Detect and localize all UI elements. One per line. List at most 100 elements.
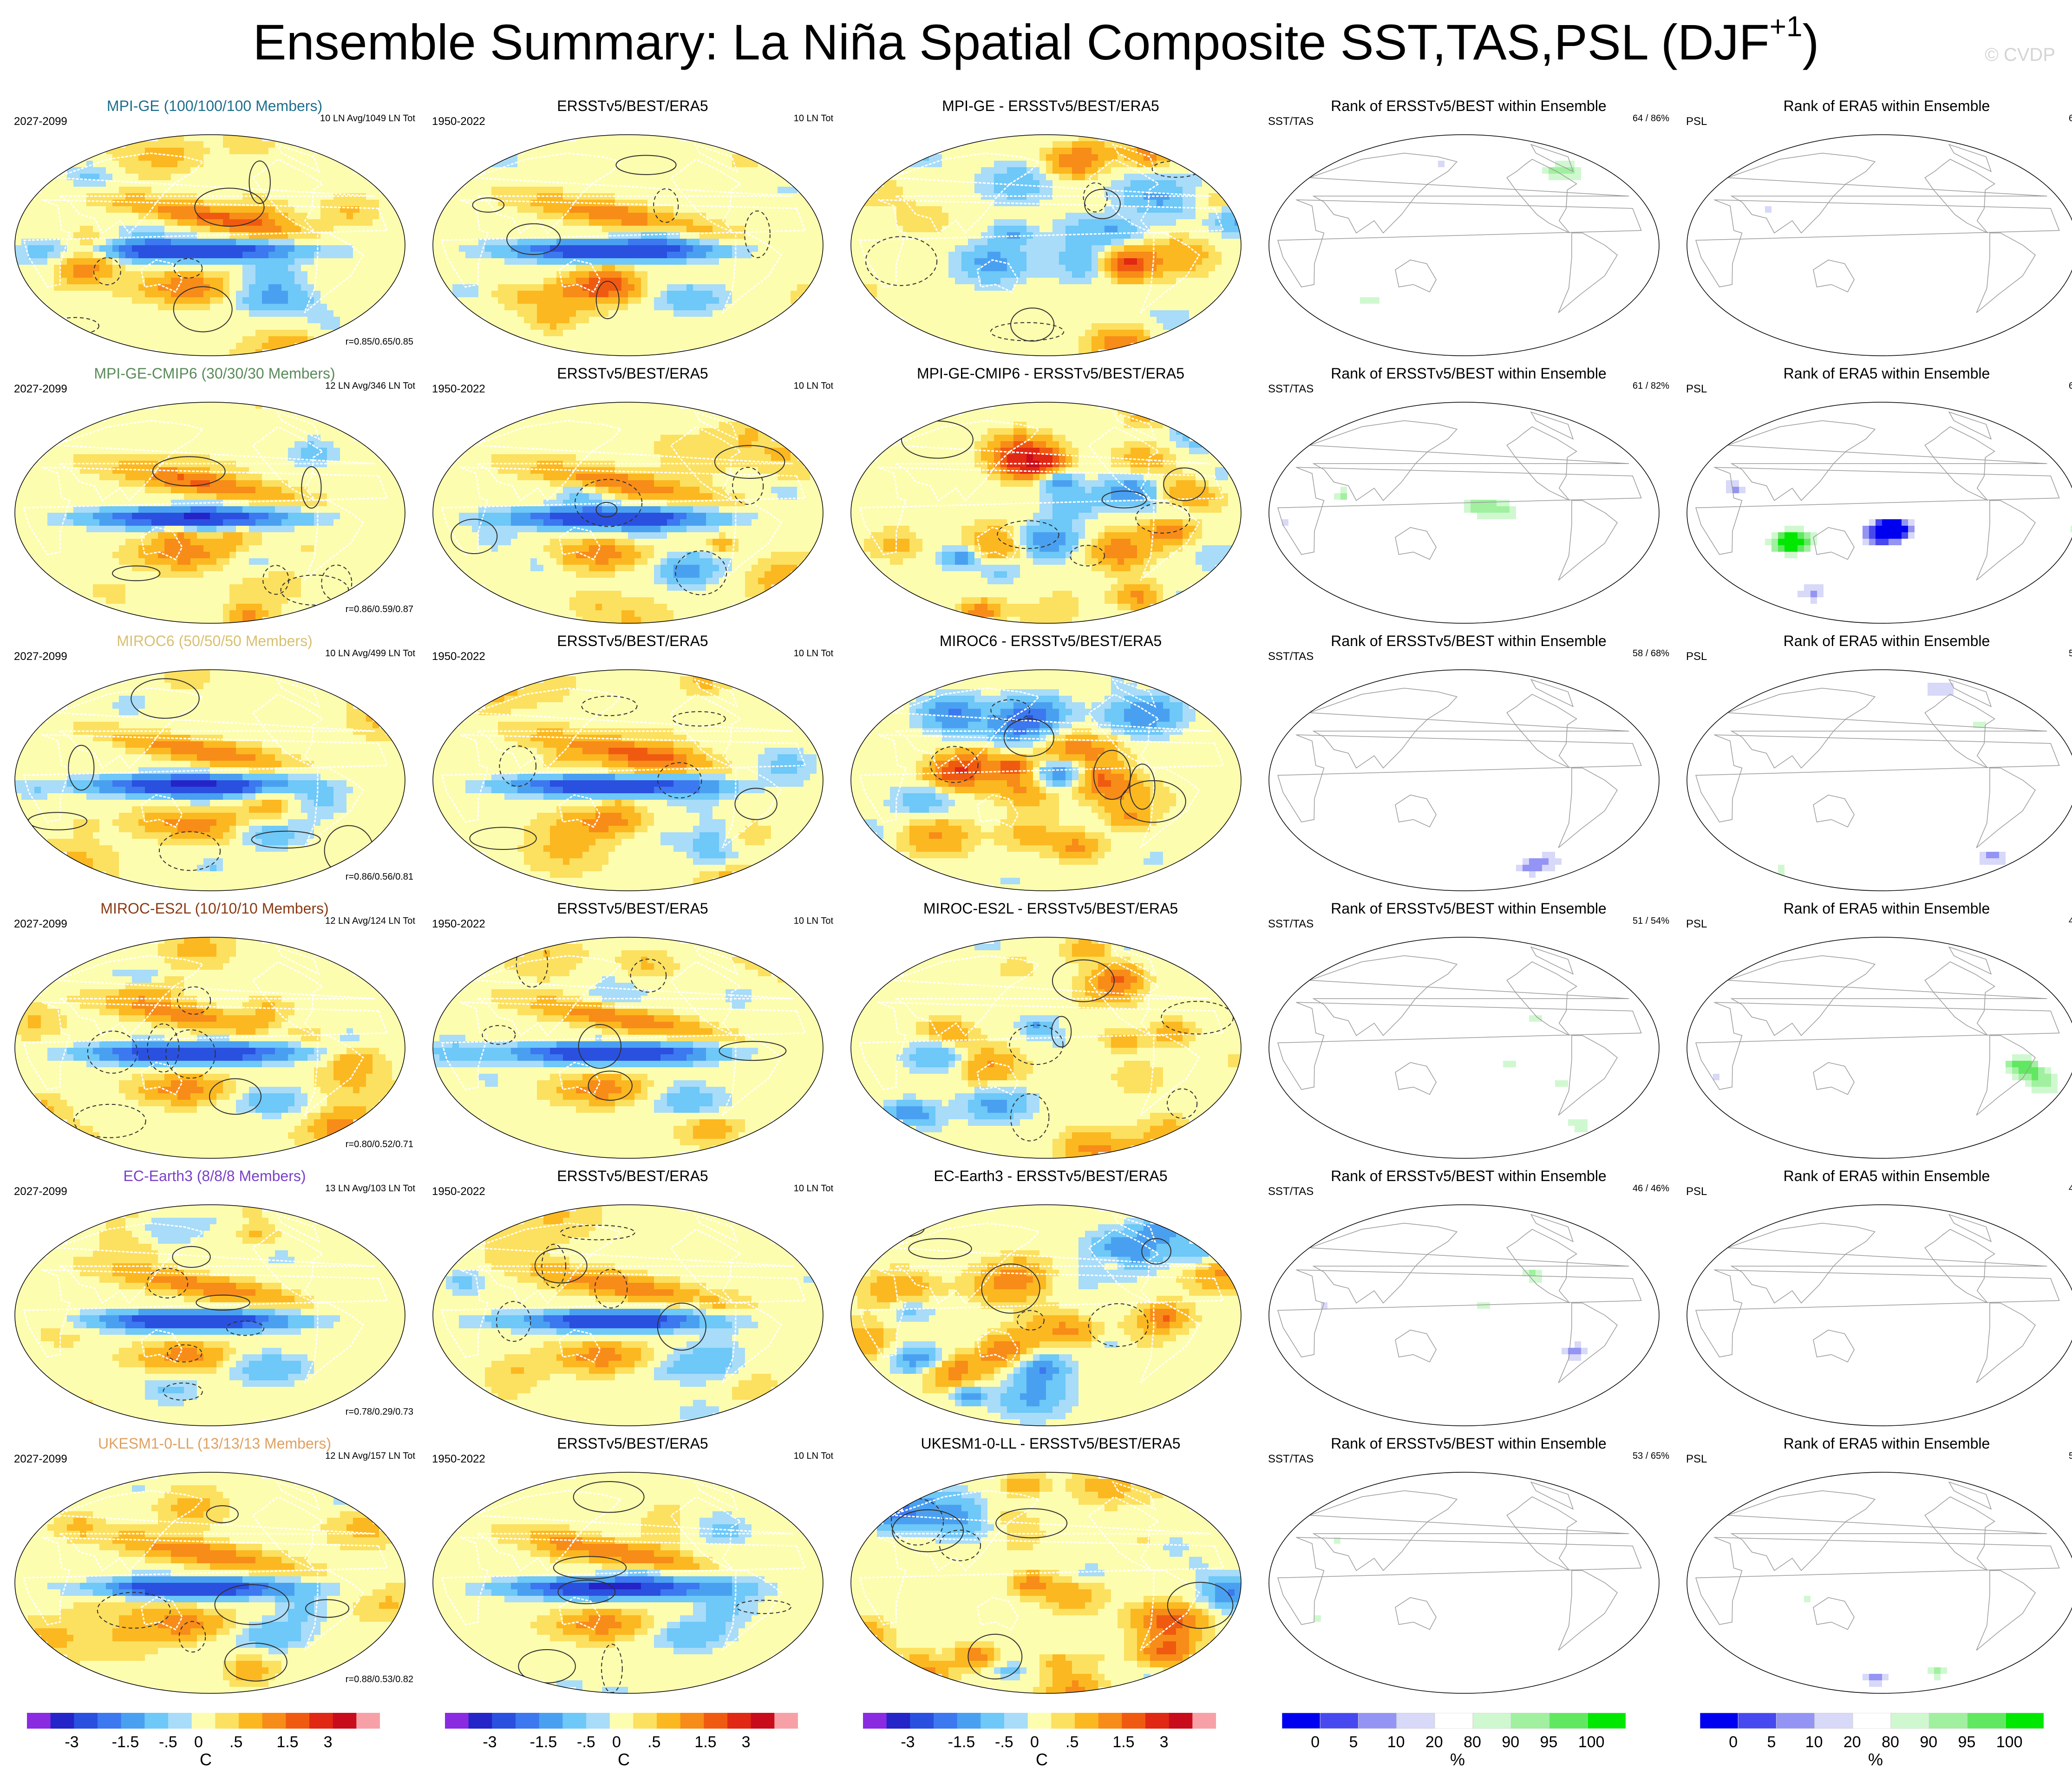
grid-cell [602,239,609,246]
grid-cell [340,174,347,181]
grid-cell [1111,310,1118,317]
grid-cell [641,141,648,148]
grid-cell [1157,304,1163,311]
grid-cell [968,200,975,207]
grid-cell [1039,265,1046,272]
grid-cell [810,258,817,265]
grid-cell [1007,265,1014,272]
grid-cell [1007,239,1014,246]
grid-cell [706,265,713,272]
grid-cell [1144,252,1150,259]
grid-cell [301,245,308,252]
grid-cell [660,141,667,148]
grid-cell [537,297,544,304]
grid-cell [517,180,524,187]
grid-cell [1078,213,1085,220]
grid-cell [563,161,570,168]
grid-cell [203,343,210,350]
grid-cell [119,323,126,330]
grid-cell [151,297,158,304]
grid-cell [73,187,80,194]
grid-cell [903,239,910,246]
grid-cell [229,148,236,155]
grid-cell [236,200,243,207]
grid-cell [994,271,1001,278]
grid-cell [890,291,897,298]
grid-cell [870,232,877,239]
grid-cell [60,304,67,311]
grid-cell [1033,154,1040,161]
grid-cell [530,180,537,187]
grid-cell [1144,161,1150,168]
grid-cell [54,278,61,285]
grid-cell [54,187,61,194]
grid-cell [745,174,752,181]
grid-cell [210,154,217,161]
grid-cell [961,278,968,285]
grid-cell [1085,167,1092,174]
grid-cell [1157,219,1163,226]
grid-cell [582,317,589,324]
grid-cell [216,245,223,252]
grid-cell [1007,135,1014,142]
grid-cell [1144,330,1150,337]
difference-panel: MPI-GE - ERSSTv5/BEST/ERA5 [842,98,1260,358]
grid-cell [699,291,706,298]
grid-cell [288,161,295,168]
grid-cell [229,271,236,278]
grid-cell [15,258,22,265]
grid-cell [1202,291,1209,298]
grid-cell [550,336,557,343]
grid-cell [987,317,994,324]
grid-cell [294,187,301,194]
grid-cell [307,161,314,168]
grid-cell [301,174,308,181]
grid-cell [693,310,700,317]
grid-cell [314,200,321,207]
grid-cell [543,271,550,278]
grid-cell [119,310,126,317]
grid-cell [1209,200,1216,207]
grid-cell [615,226,622,233]
grid-cell [327,161,334,168]
grid-cell [1085,213,1092,220]
grid-cell [392,265,399,272]
grid-cell [320,284,327,291]
grid-cell [1157,284,1163,291]
grid-cell [459,284,466,291]
grid-cell [73,180,80,187]
grid-cell [739,252,745,259]
grid-cell [1072,323,1079,330]
grid-cell [987,323,994,330]
grid-cell [673,239,680,246]
grid-cell [1059,200,1066,207]
grid-cell [537,291,544,298]
grid-cell [106,330,113,337]
grid-cell [1105,297,1111,304]
grid-cell [961,304,968,311]
grid-cell [758,200,765,207]
grid-cell [693,148,700,155]
grid-cell [569,343,576,350]
grid-cell [961,226,968,233]
grid-cell [106,167,113,174]
grid-cell [745,297,752,304]
grid-cell [216,317,223,324]
grid-cell [699,258,706,265]
grid-cell [550,310,557,317]
grid-cell [942,245,949,252]
grid-cell [262,167,269,174]
grid-cell [171,265,178,272]
grid-cell [21,265,28,272]
grid-cell [1052,174,1059,181]
grid-cell [158,265,165,272]
grid-cell [778,265,784,272]
grid-cell [210,317,217,324]
grid-cell [877,206,884,213]
grid-cell [745,239,752,246]
grid-cell [537,213,544,220]
grid-cell [93,317,100,324]
grid-cell [301,323,308,330]
grid-cell [654,245,661,252]
event-count-label: 10 LN Tot [794,113,833,124]
